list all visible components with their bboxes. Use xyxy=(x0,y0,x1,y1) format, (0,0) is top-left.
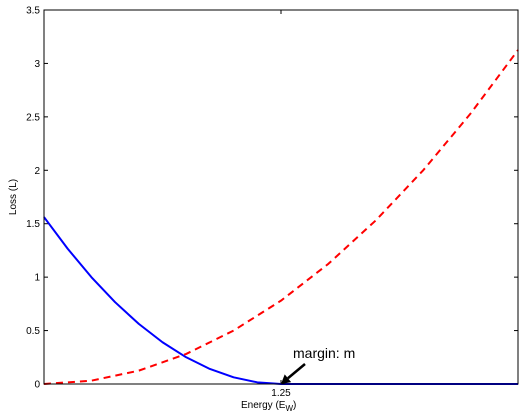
x-axis-ticks: 1.25 xyxy=(271,10,291,399)
y-tick-label: 0 xyxy=(34,380,40,391)
y-axis-ticks: 0 0.5 1 1.5 2 2.5 3 3.5 xyxy=(26,6,518,391)
x-axis-label-close: ) xyxy=(293,400,296,411)
x-axis-label: Energy (EW) xyxy=(241,400,296,413)
y-tick-label: 3 xyxy=(34,59,40,70)
annotation-arrow-shaft xyxy=(287,363,306,380)
y-axis-label: Loss (L) xyxy=(8,179,19,215)
y-tick-label: 1.5 xyxy=(26,219,40,230)
x-axis-label-main: Energy (E xyxy=(241,400,286,411)
annotation-label: margin: m xyxy=(293,345,355,361)
annotation-arrow-head xyxy=(281,374,292,384)
y-tick-label: 2.5 xyxy=(26,112,40,123)
y-tick-label: 0.5 xyxy=(26,326,40,337)
x-axis-label-subscript: W xyxy=(285,404,293,413)
y-tick-label: 1 xyxy=(34,273,40,284)
y-tick-label: 3.5 xyxy=(26,6,40,17)
series-lines xyxy=(43,49,519,385)
x-tick-label: 1.25 xyxy=(271,388,291,399)
plot-frame xyxy=(43,9,519,385)
series-line-dashed-red xyxy=(43,49,519,385)
y-tick-label: 2 xyxy=(34,166,40,177)
annotation: margin: m xyxy=(281,345,355,384)
